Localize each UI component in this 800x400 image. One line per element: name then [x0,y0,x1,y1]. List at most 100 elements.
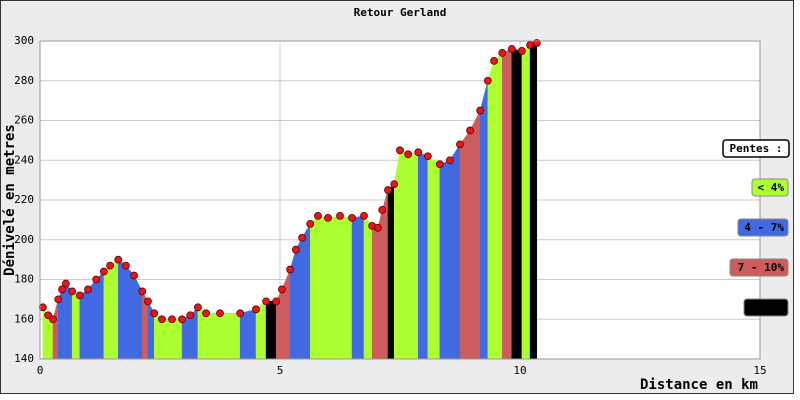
point [144,297,152,306]
point [278,285,286,294]
point [54,295,63,304]
point [378,206,387,214]
slope-segment [109,259,119,360]
slope-segment [79,288,89,360]
point [336,211,344,220]
point [456,140,464,149]
legend-swatch [751,178,789,197]
slope-segment [521,44,531,360]
slope-segment [219,313,241,360]
y-tick-label: 180 [14,273,34,286]
legend-label: 4 - 7% [744,221,784,234]
slope-segment [351,215,365,360]
point [92,275,101,284]
slope-segment [295,237,303,360]
slope-segment [371,225,379,360]
point [138,287,147,296]
slope-segment [161,319,173,360]
legend-swatch [737,218,789,237]
x-tick-label: 15 [753,364,766,377]
legend-label: 7 - 10% [738,261,785,274]
point [262,297,270,306]
point [68,287,77,296]
y-tick-label: 200 [14,233,34,246]
slope-segment [239,308,257,360]
slope-segment [469,110,481,360]
slope-segment [61,282,67,360]
slope-segment [377,209,383,360]
slope-segment [339,215,353,360]
point [396,146,404,155]
y-tick-label: 280 [14,74,34,87]
point [122,261,130,270]
point [476,106,485,115]
point [490,56,498,65]
legend-title-box [722,139,790,158]
slope-segment [265,301,277,360]
slope-segment [171,319,183,360]
legend-label: > 10% [751,301,784,314]
slope-segment [399,149,409,360]
slope-segment [501,48,513,360]
y-tick-label: 160 [14,312,34,325]
point [483,76,492,85]
point [130,271,138,280]
point [314,211,322,220]
slope-segment [407,151,419,360]
slope-segment [301,222,311,360]
slope-segment [317,215,329,360]
y-tick-label: 260 [14,114,34,127]
slope-segment [205,313,221,360]
point [99,267,108,276]
y-tick-label: 300 [14,34,34,47]
slope-segment [479,80,489,360]
point [49,315,57,324]
point [435,160,444,169]
slope-segment [417,151,429,360]
slope-segment [511,48,523,360]
point [526,41,534,49]
point [158,315,166,324]
point [404,150,413,159]
point [202,309,210,318]
x-tick-label: 5 [277,364,284,377]
y-tick-label: 220 [14,193,34,206]
y-tick-label: 140 [14,352,34,365]
slope-segment [459,129,471,360]
point [446,156,454,165]
slope-segment [449,143,461,360]
slope-segment [487,60,495,360]
slope-segment [493,52,503,360]
point [216,309,224,318]
point [62,279,70,288]
point [360,211,368,220]
point [466,126,474,135]
point [423,152,432,161]
point [84,285,92,294]
point [38,303,47,312]
slope-segment [125,264,135,360]
legend-label: < 4% [758,181,785,194]
x-tick-label: 0 [37,364,44,377]
slope-segment [381,189,389,360]
point [150,309,159,318]
point [518,47,526,55]
x-axis-label: Distance en km [640,377,758,393]
point [286,265,294,274]
slope-segment [439,159,451,360]
slope-segment [71,291,81,360]
legend-swatch [729,258,789,277]
x-tick-label: 10 [513,364,526,377]
chart-title: Retour Gerland [354,6,447,19]
point [114,255,123,264]
slope-segment [427,155,441,360]
point [58,285,66,294]
point [374,223,382,232]
point [186,311,195,320]
slope-segment [363,215,373,360]
slope-segment [117,259,127,360]
point [178,315,186,324]
slope-segment [309,215,319,360]
